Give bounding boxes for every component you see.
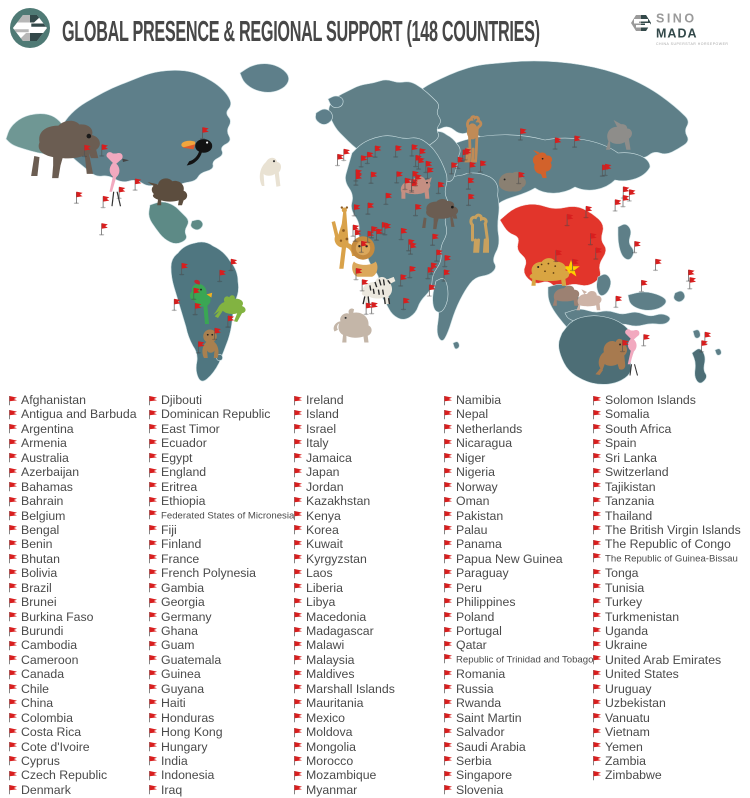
svg-text:CHINA SUPERSTAR HORSEPOWER: CHINA SUPERSTAR HORSEPOWER (656, 42, 728, 46)
svg-text:MADA: MADA (656, 27, 698, 41)
svg-text:SINO: SINO (656, 12, 697, 26)
